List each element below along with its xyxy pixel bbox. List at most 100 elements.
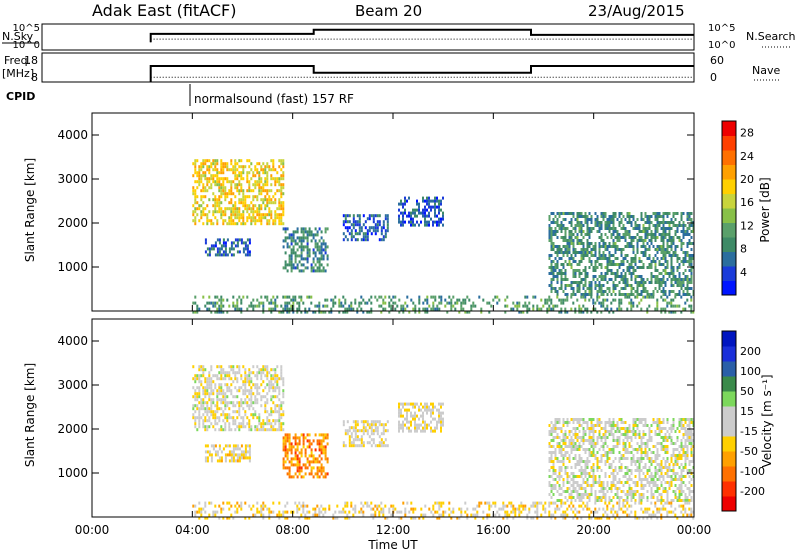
heatmap-cell [614, 484, 617, 487]
heatmap-cell [298, 439, 301, 443]
heatmap-cell [366, 232, 369, 236]
heatmap-cell [380, 304, 383, 308]
heatmap-cell [490, 304, 493, 308]
heatmap-cell [318, 466, 321, 470]
heatmap-cell [212, 168, 215, 172]
heatmap-cell [586, 233, 589, 236]
heatmap-cell [236, 216, 239, 220]
heatmap-cell [566, 418, 569, 421]
heatmap-cell [626, 212, 629, 215]
heatmap-cell [646, 424, 649, 427]
heatmap-cell [654, 472, 657, 475]
heatmap-cell [670, 478, 673, 481]
heatmap-cell [210, 444, 213, 448]
heatmap-cell [244, 253, 247, 257]
heatmap-cell [356, 438, 359, 442]
heatmap-cell [438, 223, 440, 227]
heatmap-cell [198, 401, 201, 405]
heatmap-cell [212, 444, 215, 448]
heatmap-cell [290, 298, 293, 302]
heatmap-cell [678, 430, 681, 433]
heatmap-cell [626, 436, 629, 439]
heatmap-cell [450, 307, 453, 311]
heatmap-cell [384, 229, 387, 233]
heatmap-cell [582, 418, 585, 421]
heatmap-cell [576, 436, 579, 439]
heatmap-cell [650, 215, 653, 218]
heatmap-cell [682, 251, 685, 254]
heatmap-cell [608, 466, 611, 469]
heatmap-cell [652, 236, 655, 239]
heatmap-cell [566, 295, 569, 299]
heatmap-cell [680, 427, 683, 430]
heatmap-cell [640, 239, 643, 242]
heatmap-cell [322, 451, 325, 455]
heatmap-cell [576, 224, 579, 227]
heatmap-cell [280, 365, 283, 369]
heatmap-cell [654, 230, 657, 233]
heatmap-cell [256, 425, 259, 429]
heatmap-cell [364, 429, 367, 433]
heatmap-cell [302, 245, 305, 249]
heatmap-cell [618, 304, 621, 308]
heatmap-cell [658, 454, 661, 457]
heatmap-cell [270, 213, 273, 217]
heatmap-cell [636, 424, 639, 427]
heatmap-cell [654, 233, 657, 236]
heatmap-cell [250, 201, 253, 205]
heatmap-cell [662, 245, 665, 248]
heatmap-cell [556, 290, 559, 293]
heatmap-cell [326, 227, 329, 231]
heatmap-cell [674, 233, 677, 236]
heatmap-cell [608, 269, 611, 272]
heatmap-cell [214, 304, 217, 308]
heatmap-cell [568, 493, 571, 496]
heatmap-cell [228, 250, 231, 254]
heatmap-cell [370, 301, 373, 305]
heatmap-cell [294, 448, 297, 452]
heatmap-cell [602, 433, 605, 436]
heatmap-cell [222, 368, 225, 372]
heatmap-cell [342, 420, 345, 424]
heatmap-cell [312, 310, 315, 314]
heatmap-cell [440, 202, 442, 206]
heatmap-cell [636, 457, 639, 460]
heatmap-cell [600, 254, 603, 257]
heatmap-cell [672, 236, 675, 239]
heatmap-cell [294, 251, 297, 255]
heatmap-cell [566, 475, 569, 478]
heatmap-cell [632, 266, 635, 269]
heatmap-cell [244, 444, 247, 448]
heatmap-cell [354, 238, 357, 242]
heatmap-cell [218, 428, 221, 432]
heatmap-cell [668, 227, 671, 230]
heatmap-cell [194, 395, 197, 399]
heatmap-cell [644, 433, 647, 436]
heatmap-cell [232, 247, 235, 251]
heatmap-cell [626, 307, 629, 311]
heatmap-cell [424, 220, 426, 224]
heatmap-cell [300, 310, 303, 314]
heatmap-cell [586, 457, 589, 460]
heatmap-cell [680, 424, 683, 427]
heatmap-cell [544, 301, 547, 305]
heatmap-cell [524, 304, 527, 308]
heatmap-cell [630, 221, 633, 224]
heatmap-cell [614, 236, 617, 239]
heatmap-cell [576, 427, 579, 430]
heatmap-cell [234, 162, 237, 166]
heatmap-cell [432, 429, 434, 433]
heatmap-cell [586, 275, 589, 278]
heatmap-cell [224, 210, 227, 214]
heatmap-cell [364, 426, 367, 430]
heatmap-cell [570, 233, 573, 236]
heatmap-cell [616, 230, 619, 233]
heatmap-cell [640, 251, 643, 254]
heatmap-cell [682, 481, 685, 484]
heatmap-cell [220, 371, 223, 375]
heatmap-cell [676, 463, 679, 466]
heatmap-cell [232, 207, 235, 211]
heatmap-cell [288, 475, 291, 479]
heatmap-cell [270, 425, 273, 429]
heatmap-cell [672, 215, 675, 218]
